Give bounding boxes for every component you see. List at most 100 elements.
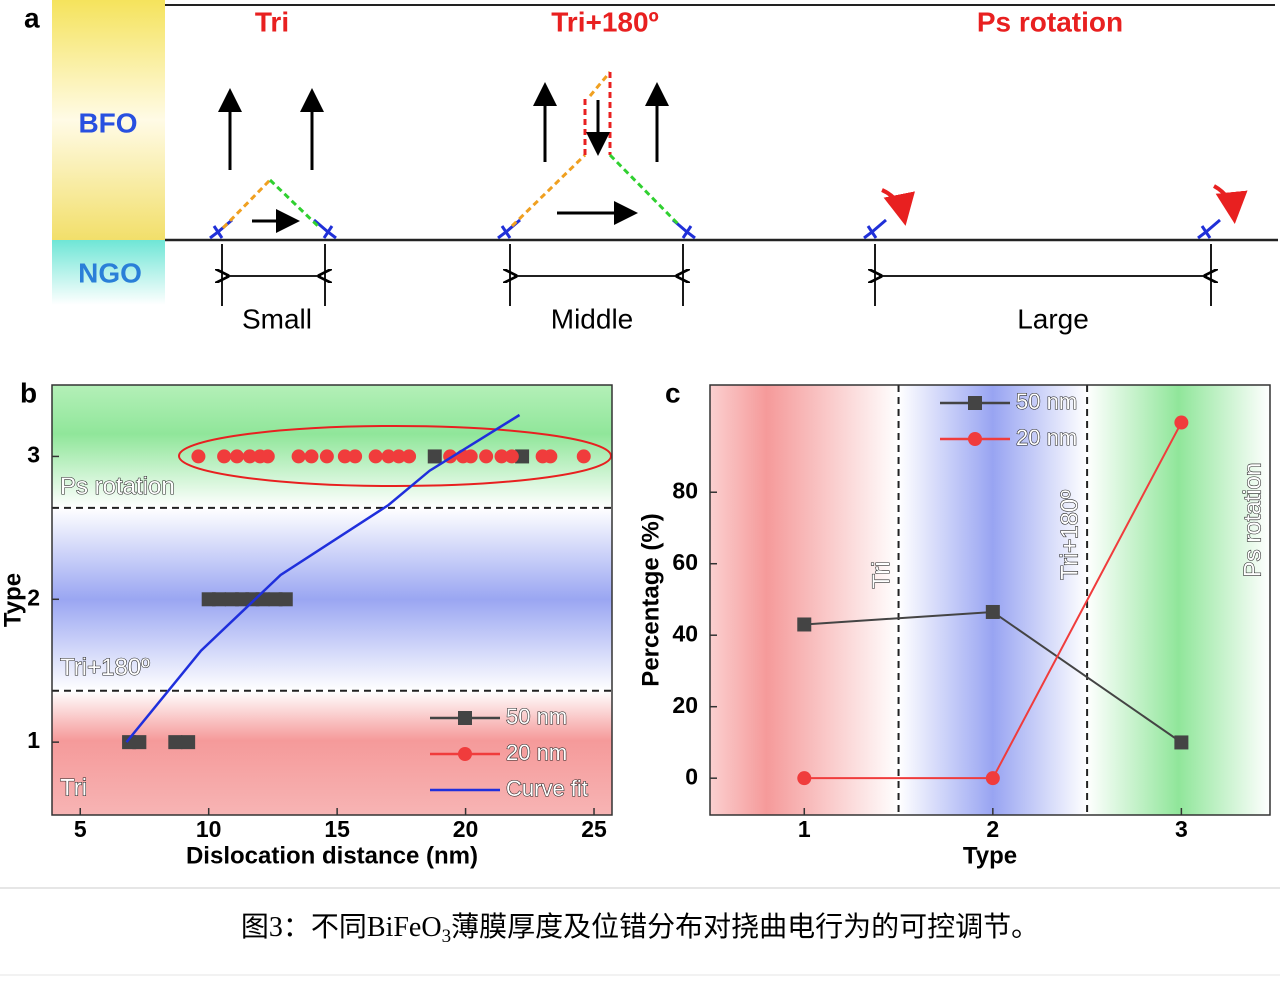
panel-label: c (665, 377, 681, 408)
column-title: Ps rotation (977, 6, 1123, 37)
schematic (209, 71, 1248, 240)
point (191, 449, 206, 464)
y-tick-label: 2 (27, 584, 40, 610)
plot-frame (51, 384, 613, 816)
point (255, 592, 270, 607)
region-band (52, 690, 612, 815)
size-dimension (222, 244, 1211, 306)
size-label: Large (1017, 303, 1089, 334)
region-label: Tri (60, 774, 87, 801)
legend-label: 50 nm (1016, 389, 1077, 414)
x-tick-label: 20 (453, 816, 479, 842)
y-tick-label: 3 (27, 442, 40, 468)
point (229, 449, 244, 464)
point (132, 735, 147, 750)
layer-label: NGO (78, 257, 142, 288)
x-axis-label: Type (963, 842, 1017, 869)
legend-label: Curve fit (506, 776, 588, 801)
caption: 图3：不同BiFeO3薄膜厚度及位错分布对挠曲电行为的可控调节。 (241, 911, 1039, 947)
point (427, 449, 442, 464)
x-tick-label: 15 (324, 816, 350, 842)
point (1174, 735, 1189, 750)
x-tick-label: 25 (581, 816, 607, 842)
caption-text: 图3：不同BiFeO (241, 912, 442, 943)
region-label: Ps rotation (1239, 463, 1266, 578)
caption-subscript: 3 (442, 926, 452, 947)
x-tick-label: 2 (986, 816, 999, 842)
region-band (52, 507, 612, 691)
point (1174, 415, 1189, 430)
region-label: Tri+180º (60, 654, 150, 681)
y-tick-label: 60 (672, 549, 698, 575)
caption-text: 薄膜厚度及位错分布对挠曲电行为的可控调节。 (451, 911, 1039, 943)
point (168, 735, 183, 750)
plot-frame (709, 384, 1271, 816)
point (968, 396, 982, 410)
point (797, 771, 812, 786)
region-band (52, 385, 612, 508)
point (260, 449, 275, 464)
panel-label: a (24, 2, 40, 33)
panel-b: Ps rotation Tri+180º Tri 5 10 15 20 25 1 2 3 Disloc… (0, 377, 613, 869)
series-line (125, 413, 521, 743)
region-label: Tri (868, 561, 895, 588)
x-tick-label: 10 (196, 816, 222, 842)
point (402, 449, 417, 464)
point (479, 449, 494, 464)
point (278, 592, 293, 607)
point (576, 449, 591, 464)
bfo-layer (52, 0, 165, 240)
point (217, 449, 232, 464)
point (985, 771, 1000, 786)
point (337, 449, 352, 464)
panel-label: b (20, 377, 37, 408)
point (458, 747, 472, 761)
point (348, 449, 363, 464)
y-tick-label: 1 (27, 727, 40, 753)
column-title: Tri+180º (551, 6, 659, 37)
point (494, 449, 509, 464)
point (181, 735, 196, 750)
size-label: Middle (551, 303, 633, 334)
point (968, 432, 982, 446)
point (304, 449, 319, 464)
legend-label: 50 nm (506, 704, 567, 729)
point (319, 449, 334, 464)
region-label: Tri+180º (1056, 490, 1083, 580)
legend-label: 20 nm (506, 740, 567, 765)
y-tick-label: 20 (672, 692, 698, 718)
y-axis-label: Percentage (%) (637, 513, 664, 686)
y-tick-label: 80 (672, 477, 698, 503)
highlight-ellipse (178, 425, 612, 487)
column-title: Tri (255, 6, 289, 37)
point (463, 449, 478, 464)
y-tick-label: 0 (685, 763, 698, 789)
point (211, 592, 226, 607)
size-label: Small (242, 303, 312, 334)
region-label: Ps rotation (60, 473, 175, 500)
y-tick-label: 40 (672, 620, 698, 646)
legend-label: 20 nm (1016, 425, 1077, 450)
point (515, 449, 530, 464)
panel-a: a BFO NGO Tri Tri+180º Ps rotation Small… (24, 0, 1278, 334)
x-tick-label: 1 (798, 816, 811, 842)
point (504, 449, 519, 464)
point (543, 449, 558, 464)
x-axis-label: Dislocation distance (nm) (186, 842, 478, 869)
ngo-layer (52, 240, 165, 305)
point (797, 617, 812, 632)
panel-c: Tri Tri+180º Ps rotation 1 2 3 0 20 40 60 80 Type Pe… (637, 377, 1271, 869)
region-band (898, 385, 1088, 815)
point (985, 604, 1000, 619)
x-tick-label: 5 (74, 816, 87, 842)
point (368, 449, 383, 464)
point (458, 711, 472, 725)
region-band (710, 385, 899, 815)
region-band (1087, 385, 1270, 815)
layer-label: BFO (78, 107, 137, 138)
y-axis-label: Type (0, 573, 26, 627)
point (291, 449, 306, 464)
point (242, 449, 257, 464)
point (381, 449, 396, 464)
